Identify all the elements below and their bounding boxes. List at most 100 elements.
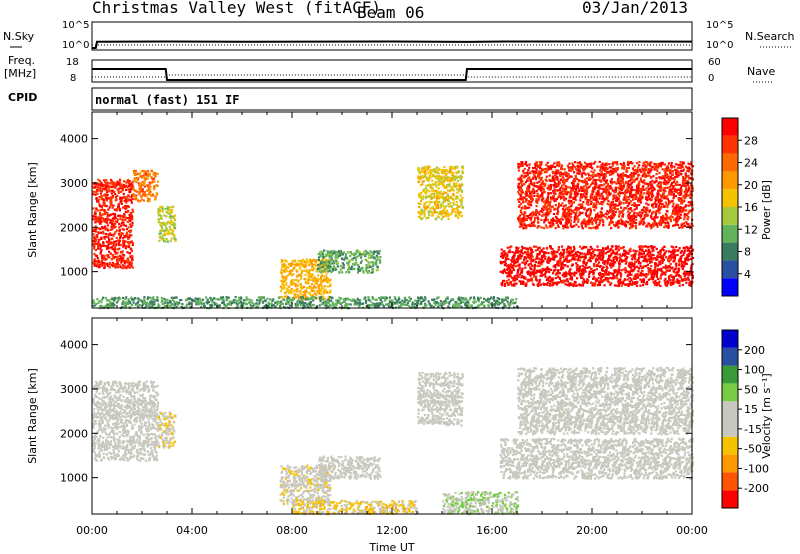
- heatmap-cell: [616, 273, 619, 276]
- heatmap-cell: [99, 228, 102, 231]
- heatmap-cell: [369, 250, 372, 253]
- heatmap-cell: [164, 207, 167, 211]
- heatmap-cell: [444, 214, 447, 218]
- heatmap-cell: [309, 294, 312, 297]
- heatmap-cell: [507, 278, 510, 281]
- heatmap-cell: [95, 265, 98, 268]
- heatmap-cell: [171, 215, 174, 218]
- heatmap-cell: [447, 197, 450, 201]
- heatmap-cell: [614, 269, 617, 272]
- heatmap-cell: [619, 281, 623, 284]
- heatmap-cell: [147, 189, 150, 192]
- heatmap-cell: [531, 279, 534, 282]
- heatmap-cell: [640, 209, 643, 212]
- heatmap-cell: [353, 252, 356, 255]
- heatmap-cell: [428, 203, 431, 206]
- heatmap-cell: [357, 269, 360, 272]
- heatmap-cell: [138, 200, 141, 203]
- heatmap-cell: [108, 266, 111, 269]
- heatmap-cell: [503, 270, 506, 273]
- heatmap-cell: [526, 255, 529, 258]
- heatmap-cell: [370, 251, 373, 254]
- heatmap-cell: [101, 183, 104, 186]
- heatmap-cell: [344, 256, 347, 259]
- heatmap-cell: [423, 212, 426, 215]
- heatmap-cell: [106, 229, 110, 232]
- heatmap-cell: [137, 182, 140, 185]
- heatmap-cell: [110, 179, 113, 183]
- heatmap-cell: [573, 171, 576, 174]
- heatmap-cell: [686, 179, 690, 183]
- heatmap-cell: [361, 267, 364, 270]
- heatmap-cell: [292, 266, 295, 269]
- heatmap-cell: [111, 227, 114, 230]
- heatmap-cell: [642, 284, 645, 287]
- heatmap-cell: [336, 265, 339, 268]
- heatmap-cell: [107, 264, 110, 267]
- heatmap-cell: [106, 181, 109, 184]
- heatmap-cell: [300, 264, 303, 267]
- heatmap-cell: [334, 256, 337, 259]
- heatmap-cell: [517, 275, 520, 278]
- heatmap-cell: [366, 271, 369, 274]
- heatmap-cell: [104, 232, 108, 236]
- heatmap-cell: [434, 189, 437, 192]
- heatmap-cell: [668, 250, 671, 253]
- heatmap-cell: [131, 218, 134, 221]
- heatmap-cell: [676, 213, 679, 216]
- heatmap-cell: [118, 264, 121, 267]
- heatmap-cell: [442, 193, 445, 196]
- heatmap-cell: [131, 259, 134, 262]
- heatmap-cell: [311, 264, 314, 267]
- heatmap-cell: [159, 206, 162, 209]
- heatmap-cell: [563, 264, 566, 267]
- heatmap-cell: [160, 227, 164, 230]
- heatmap-cell: [447, 180, 450, 183]
- heatmap-cell: [460, 201, 463, 204]
- heatmap-cell: [624, 257, 627, 260]
- heatmap-cell: [571, 263, 574, 266]
- heatmap-cell: [379, 256, 382, 259]
- heatmap-cell: [593, 254, 596, 257]
- heatmap-cell: [307, 276, 310, 279]
- heatmap-cell: [112, 253, 115, 257]
- heatmap-cell: [118, 241, 121, 245]
- heatmap-cell: [423, 175, 427, 178]
- heatmap-cell: [425, 201, 428, 204]
- heatmap-cell: [630, 209, 633, 213]
- heatmap-cell: [153, 198, 157, 201]
- heatmap-cell: [121, 214, 124, 217]
- heatmap-cell: [115, 252, 118, 255]
- heatmap-cell: [587, 203, 590, 206]
- heatmap-cell: [138, 193, 141, 196]
- heatmap-cell: [140, 176, 143, 179]
- heatmap-cell: [671, 170, 674, 173]
- heatmap-cell: [687, 201, 690, 204]
- heatmap-cell: [285, 287, 288, 290]
- heatmap-cell: [430, 210, 433, 213]
- heatmap-cell: [146, 194, 149, 197]
- heatmap-cell: [113, 263, 116, 266]
- heatmap-cell: [614, 248, 617, 251]
- heatmap-cell: [156, 184, 159, 188]
- heatmap-cell: [135, 173, 138, 176]
- heatmap-cell: [435, 206, 438, 209]
- heatmap-cell: [617, 268, 620, 271]
- heatmap-cell: [447, 217, 450, 221]
- heatmap-cell: [535, 168, 538, 171]
- heatmap-cell: [461, 196, 464, 199]
- heatmap-cell: [525, 226, 528, 229]
- heatmap-cell: [130, 182, 133, 185]
- heatmap-cell: [100, 181, 103, 184]
- heatmap-cell: [430, 172, 433, 175]
- heatmap-cell: [613, 275, 616, 278]
- heatmap-cell: [94, 211, 97, 214]
- heatmap-cell: [332, 259, 335, 262]
- heatmap-cell: [508, 249, 511, 252]
- heatmap-cell: [518, 254, 521, 258]
- heatmap-cell: [153, 185, 156, 188]
- heatmap-cell: [539, 210, 542, 213]
- heatmap-cell: [159, 232, 162, 235]
- heatmap-cell: [645, 249, 648, 252]
- heatmap-cell: [637, 192, 640, 195]
